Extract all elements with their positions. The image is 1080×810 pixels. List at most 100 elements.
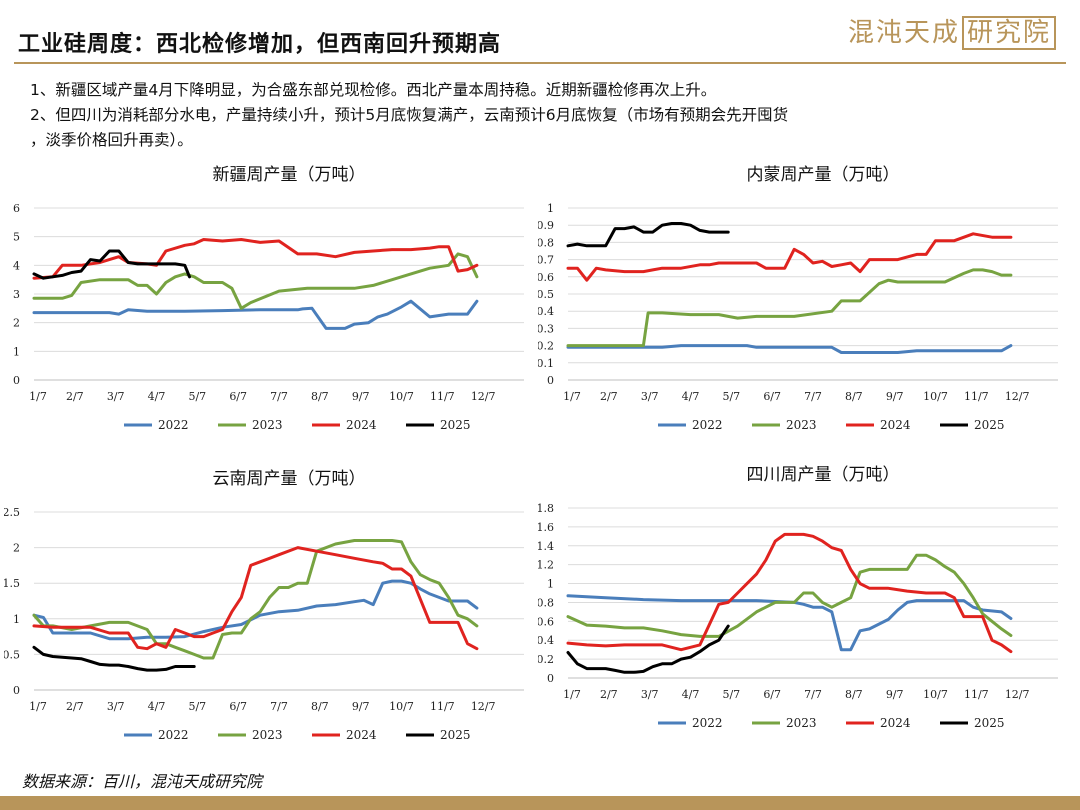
x-tick-label: 6/7 bbox=[763, 390, 781, 403]
y-tick-label: 0.4 bbox=[538, 634, 554, 647]
legend-label-2024: 2024 bbox=[346, 728, 377, 742]
y-tick-label: 1.6 bbox=[538, 521, 554, 534]
y-tick-label: 0.9 bbox=[538, 219, 554, 232]
y-tick-label: 4 bbox=[13, 259, 20, 272]
data-source: 数据来源：百川，混沌天成研究院 bbox=[22, 772, 263, 791]
y-tick-label: 0 bbox=[13, 374, 20, 387]
x-tick-label: 10/7 bbox=[923, 390, 948, 403]
series-line-2024 bbox=[32, 546, 479, 651]
chart-svg: 四川周产量（万吨） 0 0.2 0.4 0.6 0.8 1 1.2 1.4 1.6 1.8 1/7 2/… bbox=[538, 465, 1058, 730]
series-line-2024 bbox=[566, 232, 1013, 282]
y-tick-label: 0 bbox=[547, 672, 554, 685]
series-line-2025 bbox=[566, 222, 730, 248]
chart-svg: 内蒙周产量（万吨） 0 0.1 0.2 0.3 0.4 0.5 0.6 0.7 0.8 0.9 11/… bbox=[538, 165, 1058, 432]
x-tick-label: 12/7 bbox=[471, 700, 496, 713]
commentary: 1、新疆区域产量4月下降明显，为合盛东部兑现检修。西北产量本周持稳。近期新疆检修… bbox=[30, 78, 1060, 153]
x-tick-label: 5/7 bbox=[722, 390, 740, 403]
x-tick-label: 8/7 bbox=[311, 390, 329, 403]
y-tick-label: 0.5 bbox=[538, 288, 554, 301]
y-tick-label: 1 bbox=[547, 578, 554, 591]
y-tick-label: 3 bbox=[13, 288, 20, 301]
x-tick-label: 1/7 bbox=[29, 700, 47, 713]
y-tick-label: 0.2 bbox=[538, 340, 554, 353]
series-line-2025 bbox=[32, 645, 196, 672]
legend-label-2025: 2025 bbox=[440, 728, 471, 742]
x-tick-label: 8/7 bbox=[311, 700, 329, 713]
x-tick-label: 11/7 bbox=[430, 390, 455, 403]
y-tick-label: 0.8 bbox=[538, 236, 554, 249]
y-tick-label: 0 bbox=[13, 684, 20, 697]
x-tick-label: 3/7 bbox=[107, 390, 125, 403]
series-line-2023 bbox=[32, 252, 479, 310]
x-tick-label: 5/7 bbox=[188, 390, 206, 403]
y-tick-label: 1 bbox=[13, 613, 20, 626]
x-tick-label: 7/7 bbox=[804, 390, 822, 403]
x-tick-label: 3/7 bbox=[641, 390, 659, 403]
x-tick-label: 7/7 bbox=[804, 688, 822, 701]
x-tick-label: 3/7 bbox=[107, 700, 125, 713]
chart-sichuan: 四川周产量（万吨） 0 0.2 0.4 0.6 0.8 1 1.2 1.4 1.6 1.8 1/7 2/… bbox=[538, 458, 1068, 748]
x-tick-label: 8/7 bbox=[845, 688, 863, 701]
y-tick-label: 1 bbox=[13, 345, 20, 358]
x-tick-label: 1/7 bbox=[29, 390, 47, 403]
x-tick-label: 12/7 bbox=[471, 390, 496, 403]
x-tick-label: 2/7 bbox=[66, 700, 84, 713]
legend-label-2023: 2023 bbox=[252, 418, 283, 432]
note-line-1: 1、新疆区域产量4月下降明显，为合盛东部兑现检修。西北产量本周持稳。近期新疆检修… bbox=[30, 81, 717, 99]
y-tick-label: 0.1 bbox=[538, 357, 554, 370]
x-tick-label: 4/7 bbox=[682, 688, 700, 701]
series-line-2025 bbox=[32, 249, 191, 280]
page-header: 工业硅周度：西北检修增加，但西南回升预期高 混沌天成 研究院 bbox=[0, 0, 1080, 62]
legend-label-2024: 2024 bbox=[880, 418, 911, 432]
x-tick-label: 9/7 bbox=[886, 688, 904, 701]
y-tick-label: 0 bbox=[547, 374, 554, 387]
y-tick-label: 2 bbox=[13, 317, 20, 330]
y-tick-label: 1.8 bbox=[538, 502, 554, 515]
x-tick-label: 5/7 bbox=[722, 688, 740, 701]
y-tick-label: 1.2 bbox=[538, 559, 554, 572]
brand-logo: 混沌天成 研究院 bbox=[848, 12, 1057, 50]
series-line-2023 bbox=[566, 268, 1013, 348]
y-tick-label: 1.5 bbox=[4, 577, 20, 590]
chart-svg: 新疆周产量（万吨） 0 1 2 3 4 5 6 1/7 2/7 3/7 4/7 5/7 6/7 7/7 8/7… bbox=[13, 165, 524, 432]
chart-xinjiang: 新疆周产量（万吨） 0 1 2 3 4 5 6 1/7 2/7 3/7 4/7 5/7 6/7 7/7 8/7… bbox=[4, 158, 534, 448]
legend-label-2025: 2025 bbox=[974, 418, 1005, 432]
y-tick-label: 6 bbox=[13, 202, 20, 215]
x-tick-label: 2/7 bbox=[600, 390, 618, 403]
legend-label-2022: 2022 bbox=[692, 418, 723, 432]
x-tick-label: 1/7 bbox=[563, 390, 581, 403]
y-tick-label: 5 bbox=[13, 231, 20, 244]
x-tick-label: 2/7 bbox=[66, 390, 84, 403]
series-line-2024 bbox=[32, 238, 479, 280]
x-tick-label: 7/7 bbox=[270, 700, 288, 713]
chart-title: 新疆周产量（万吨） bbox=[213, 165, 366, 185]
x-tick-label: 11/7 bbox=[964, 390, 989, 403]
legend-label-2023: 2023 bbox=[252, 728, 283, 742]
series-line-2022 bbox=[32, 299, 479, 330]
legend-label-2022: 2022 bbox=[158, 418, 189, 432]
x-tick-label: 1/7 bbox=[563, 688, 581, 701]
y-tick-label: 2 bbox=[13, 542, 20, 555]
chart-title: 云南周产量（万吨） bbox=[213, 469, 366, 489]
y-tick-label: 0.6 bbox=[538, 271, 554, 284]
chart-title: 内蒙周产量（万吨） bbox=[747, 165, 900, 185]
y-tick-label: 1.4 bbox=[538, 540, 554, 553]
header-divider bbox=[14, 62, 1066, 64]
x-tick-label: 9/7 bbox=[352, 700, 370, 713]
x-tick-label: 9/7 bbox=[886, 390, 904, 403]
y-tick-label: 0.3 bbox=[538, 322, 554, 335]
y-tick-label: 0.5 bbox=[4, 648, 20, 661]
x-tick-label: 5/7 bbox=[188, 700, 206, 713]
x-tick-label: 7/7 bbox=[270, 390, 288, 403]
legend-label-2025: 2025 bbox=[440, 418, 471, 432]
x-tick-label: 11/7 bbox=[964, 688, 989, 701]
x-tick-label: 10/7 bbox=[389, 700, 414, 713]
x-tick-label: 12/7 bbox=[1005, 390, 1030, 403]
x-tick-label: 2/7 bbox=[600, 688, 618, 701]
y-tick-label: 0.7 bbox=[538, 254, 554, 267]
x-tick-label: 12/7 bbox=[1005, 688, 1030, 701]
y-tick-label: 0.4 bbox=[538, 305, 554, 318]
footer-bar bbox=[0, 796, 1080, 810]
series-line-2022 bbox=[566, 594, 1013, 652]
x-tick-label: 8/7 bbox=[845, 390, 863, 403]
